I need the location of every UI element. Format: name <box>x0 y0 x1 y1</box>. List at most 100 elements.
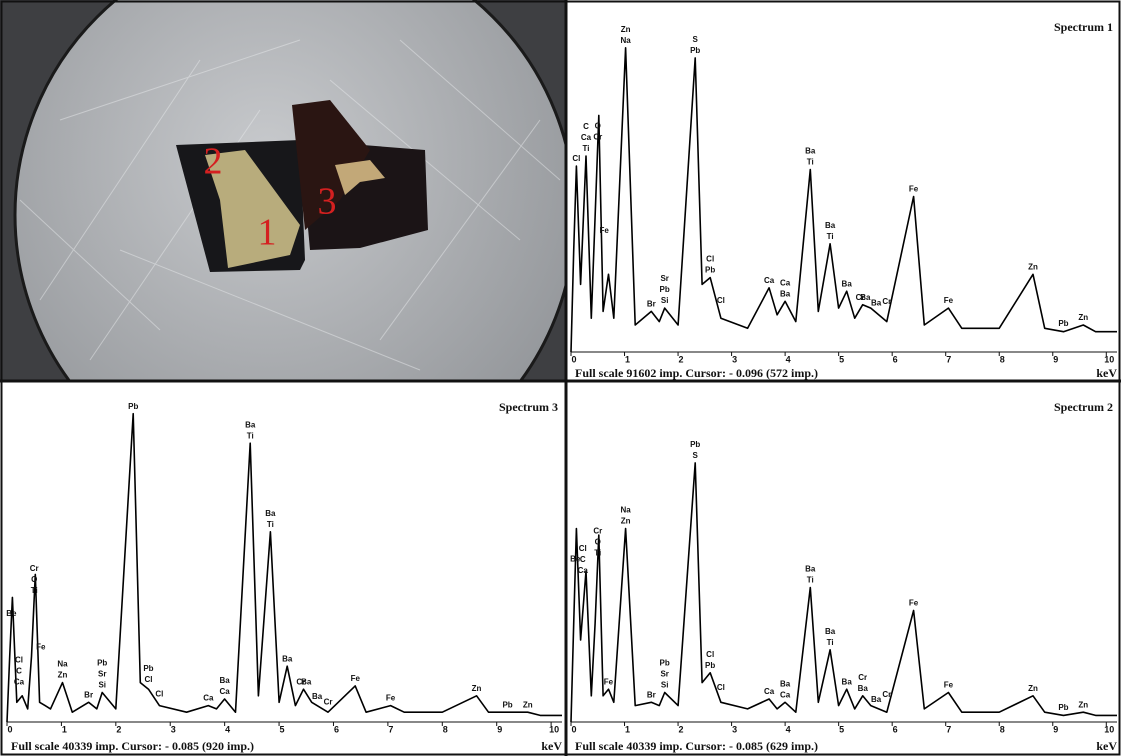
peak-label: Fe <box>909 185 919 194</box>
photo-label: 3 <box>318 181 337 223</box>
x-tick-label: 3 <box>171 724 176 734</box>
peak-label: Na <box>620 506 631 515</box>
peak-label: Fe <box>351 674 361 683</box>
peak-label: Zn <box>1078 700 1088 709</box>
peak-label: Ti <box>827 232 834 241</box>
peak-label: Zn <box>523 700 533 709</box>
peak-label: Ba <box>780 679 791 688</box>
peak-label: Cl <box>717 296 725 305</box>
footer: Full scale 91602 imp. Cursor: - 0.096 (5… <box>575 366 818 380</box>
peak-label: Ca <box>780 690 791 699</box>
peak-label: S <box>693 451 699 460</box>
peak-label: Ba <box>825 221 836 230</box>
x-tick-label: 3 <box>732 354 737 364</box>
peak-label: Be <box>6 609 17 618</box>
chart-title: Spectrum 1 <box>1054 20 1113 34</box>
peak-label: Pb <box>1058 703 1068 712</box>
peak-label: Ba <box>805 147 816 156</box>
peak-label: Cl <box>717 683 725 692</box>
peak-label: Cl <box>572 154 580 163</box>
figure: 2 1 3 012345678910keVFull scale 91602 im… <box>0 0 1121 756</box>
peak-label: Ba <box>265 509 276 518</box>
peak-label: Na <box>57 660 68 669</box>
peak-label: Cl <box>15 655 23 664</box>
photo-label: 1 <box>258 212 277 254</box>
peak-label: Ca <box>764 276 775 285</box>
peak-label: Pb <box>143 664 153 673</box>
x-tick-label: 7 <box>388 724 393 734</box>
peak-label: Ba <box>858 684 869 693</box>
peak-label: Ba <box>282 654 293 663</box>
peak-label: Ba <box>245 420 256 429</box>
peak-label: Ba <box>842 279 853 288</box>
peak-label: Fe <box>604 677 614 686</box>
chart-title: Spectrum 3 <box>499 400 558 414</box>
peak-label: Ba <box>301 677 312 686</box>
peak-label: Cl <box>144 675 152 684</box>
peak-label: Ti <box>247 431 254 440</box>
x-tick-label: 2 <box>679 724 684 734</box>
peak-label: Pb <box>1058 319 1068 328</box>
peak-label: Pb <box>690 46 700 55</box>
peak-label: Si <box>661 296 669 305</box>
x-tick-label: 5 <box>839 724 844 734</box>
peak-label: Fe <box>36 642 46 651</box>
peak-label: Sr <box>98 670 106 679</box>
peak-label: Ba <box>780 289 791 298</box>
x-tick-label: 0 <box>7 724 12 734</box>
peak-label: Ba <box>220 676 231 685</box>
x-tick-label: 2 <box>116 724 121 734</box>
peak-label: Cr <box>593 526 602 535</box>
x-axis-label: keV <box>1096 366 1117 380</box>
peak-label: Ba <box>860 293 871 302</box>
peak-label: Ti <box>807 576 814 585</box>
x-tick-label: 0 <box>571 724 576 734</box>
peak-label: Ca <box>764 687 775 696</box>
peak-label: Fe <box>909 599 919 608</box>
peak-label: Pb <box>705 266 715 275</box>
peak-label: Zn <box>621 517 631 526</box>
peak-label: Ca <box>578 566 589 575</box>
peak-label: Ti <box>31 586 38 595</box>
peak-label: Ca <box>581 133 592 142</box>
peak-label: Br <box>647 690 656 699</box>
peak-label: Cr <box>882 690 891 699</box>
peak-label: Br <box>647 300 656 309</box>
peak-label: Pb <box>660 659 670 668</box>
peak-label: Br <box>84 690 93 699</box>
x-tick-label: 4 <box>786 354 791 364</box>
peak-label: Cl <box>706 650 714 659</box>
x-tick-label: 4 <box>786 724 791 734</box>
x-tick-label: 7 <box>946 724 951 734</box>
peak-label: Cr <box>858 673 867 682</box>
peak-label: Zn <box>621 25 631 34</box>
x-tick-label: 10 <box>1104 354 1114 364</box>
peak-label: Pb <box>690 440 700 449</box>
peak-label: Ca <box>220 687 231 696</box>
peak-label: Ti <box>827 638 834 647</box>
peak-label: Ba <box>871 298 882 307</box>
x-tick-label: 9 <box>497 724 502 734</box>
peak-label: Cl <box>579 544 587 553</box>
peak-label: Pb <box>97 659 107 668</box>
peak-label: Zn <box>472 684 482 693</box>
peak-label: Ba <box>312 692 323 701</box>
x-axis-label: keV <box>1096 739 1117 753</box>
peak-label: Cr <box>324 698 333 707</box>
peak-label: Ti <box>807 158 814 167</box>
peak-label: Fe <box>944 296 954 305</box>
x-tick-label: 10 <box>1104 724 1114 734</box>
peak-label: Cl <box>706 255 714 264</box>
peak-label: Pb <box>128 402 138 411</box>
x-tick-label: 6 <box>893 724 898 734</box>
peak-label: Fe <box>386 694 396 703</box>
peak-label: O <box>595 537 601 546</box>
peak-label: Fe <box>600 226 610 235</box>
x-tick-label: 1 <box>62 724 67 734</box>
photo-label: 2 <box>204 141 223 183</box>
peak-label: Zn <box>1028 684 1038 693</box>
x-tick-label: 4 <box>225 724 230 734</box>
peak-label: Pb <box>502 700 512 709</box>
x-tick-label: 9 <box>1053 724 1058 734</box>
peak-label: Zn <box>58 671 68 680</box>
